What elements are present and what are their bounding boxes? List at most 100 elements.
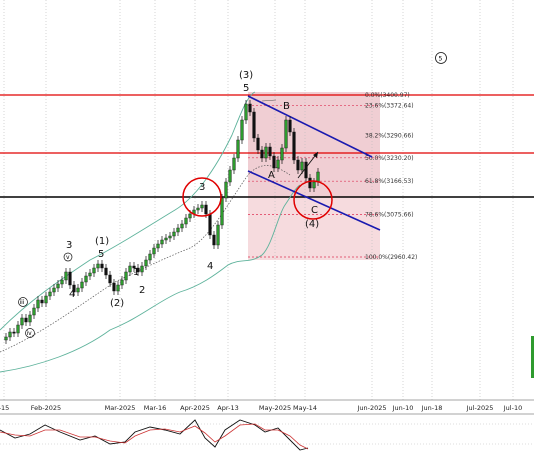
candle-body	[144, 259, 148, 267]
wave-label-circle3: 3	[199, 182, 205, 193]
wave-label-5-left: 5	[98, 249, 104, 260]
wave-circle-5-topright	[435, 52, 447, 64]
wave-label-4-left: 4	[69, 289, 75, 300]
candle-body	[156, 243, 160, 249]
fib-level-label: 78.6%(3075.66)	[365, 212, 414, 219]
wave-label-2-paren: (2)	[110, 298, 124, 309]
x-axis-label: Jun-2025	[356, 404, 386, 412]
oscillator-line-1	[0, 419, 309, 451]
candle-body	[96, 263, 100, 269]
x-axis-label: Jul-10	[503, 404, 522, 412]
candle-body	[312, 181, 316, 189]
wave-label-top3: (3)	[239, 70, 253, 81]
candle-body	[72, 284, 76, 293]
wave-label-sub4: 4	[207, 261, 213, 272]
candle-body	[220, 197, 224, 226]
candle-body	[136, 267, 140, 273]
wave-label-c: C	[311, 205, 318, 216]
wave-label-iv: iv	[27, 330, 33, 337]
circle-marker-4	[293, 180, 333, 220]
candle-body	[124, 271, 128, 281]
candle-body	[100, 263, 104, 269]
candle-body	[92, 267, 96, 274]
candle-body	[236, 139, 240, 159]
fib-level-label: 38.2%(3290.66)	[365, 133, 414, 140]
candle-body	[216, 224, 220, 246]
upper-band	[0, 91, 256, 331]
projection-arrowhead	[313, 152, 318, 158]
wave-label-a: A	[268, 170, 275, 181]
candle-body	[108, 274, 112, 284]
candle-body	[232, 157, 236, 171]
candle-body	[296, 159, 300, 171]
wave-label-3-left: 3	[66, 240, 72, 251]
fib-level-label: 50.0%(3230.20)	[365, 155, 414, 162]
candle-body	[112, 282, 116, 292]
candle-body	[36, 299, 40, 309]
candle-body	[180, 223, 184, 229]
candle-body	[24, 317, 28, 323]
candle-body	[120, 279, 124, 286]
candle-body	[304, 161, 308, 179]
candle-body	[148, 253, 152, 261]
candle-body	[224, 181, 228, 199]
candle-body	[12, 331, 16, 334]
candle-body	[176, 227, 180, 233]
fib-level-label: 0.0%(3400.97)	[365, 92, 410, 99]
candle-body	[240, 119, 244, 141]
candle-body	[248, 103, 252, 113]
candle-body	[4, 336, 8, 341]
candle-body	[256, 137, 260, 151]
x-axis-label: May-2025	[259, 404, 291, 412]
x-axis-label: Mar-2025	[105, 404, 136, 412]
x-axis-labels: -15 Feb-2025 Mar-2025 Mar-16 Apr-2025 Apr-13 M…	[0, 404, 522, 412]
candle-body	[52, 287, 56, 293]
projection-arrow	[297, 151, 319, 179]
candle-body	[212, 234, 216, 246]
candle-body	[172, 231, 176, 237]
candle-body	[308, 177, 312, 189]
candle-body	[228, 169, 232, 183]
x-axis-label: Feb-2025	[31, 404, 61, 412]
candle-body	[152, 247, 156, 255]
candle-body	[76, 287, 80, 293]
candle-body	[60, 279, 64, 285]
candle-body	[280, 147, 284, 161]
x-axis-label: Apr-2025	[180, 404, 210, 412]
x-axis-label: May-14	[293, 404, 317, 412]
wave-circle-iii	[18, 297, 28, 307]
candle-body	[104, 267, 108, 276]
candle-body	[244, 103, 248, 121]
wave-circle-iv	[25, 328, 35, 338]
channel-upper	[247, 95, 373, 158]
candle-body	[264, 146, 268, 159]
vertical-grid	[3, 0, 514, 400]
candle-body	[140, 265, 144, 273]
wave-label-4-paren: (4)	[305, 219, 319, 230]
wave-label-circle5: 5	[439, 56, 443, 63]
candle-body	[184, 217, 188, 225]
x-axis-label: Jun-10	[392, 404, 414, 412]
candle-body	[292, 131, 296, 161]
candle-body	[288, 119, 292, 133]
x-axis-label: Mar-16	[144, 404, 166, 412]
fib-level-label: 100.0%(2960.42)	[365, 254, 417, 261]
candle-body	[268, 146, 272, 157]
right-edge-marker	[531, 336, 534, 378]
candle-body	[32, 307, 36, 316]
candle-body	[84, 275, 88, 283]
candle-body	[40, 299, 44, 304]
candle-body	[316, 171, 320, 183]
wave-label-b: B	[283, 101, 290, 112]
candle-body	[272, 155, 276, 169]
candle-body	[260, 149, 264, 159]
wave-label-iii: iii	[20, 299, 25, 306]
wave-label-2-small: 2	[139, 285, 145, 296]
candle-body	[204, 204, 208, 215]
candle-body	[48, 291, 52, 297]
x-axis-label: Jul-2025	[466, 404, 494, 412]
x-axis-label: Apr-13	[217, 404, 238, 412]
candle-body	[276, 159, 280, 169]
